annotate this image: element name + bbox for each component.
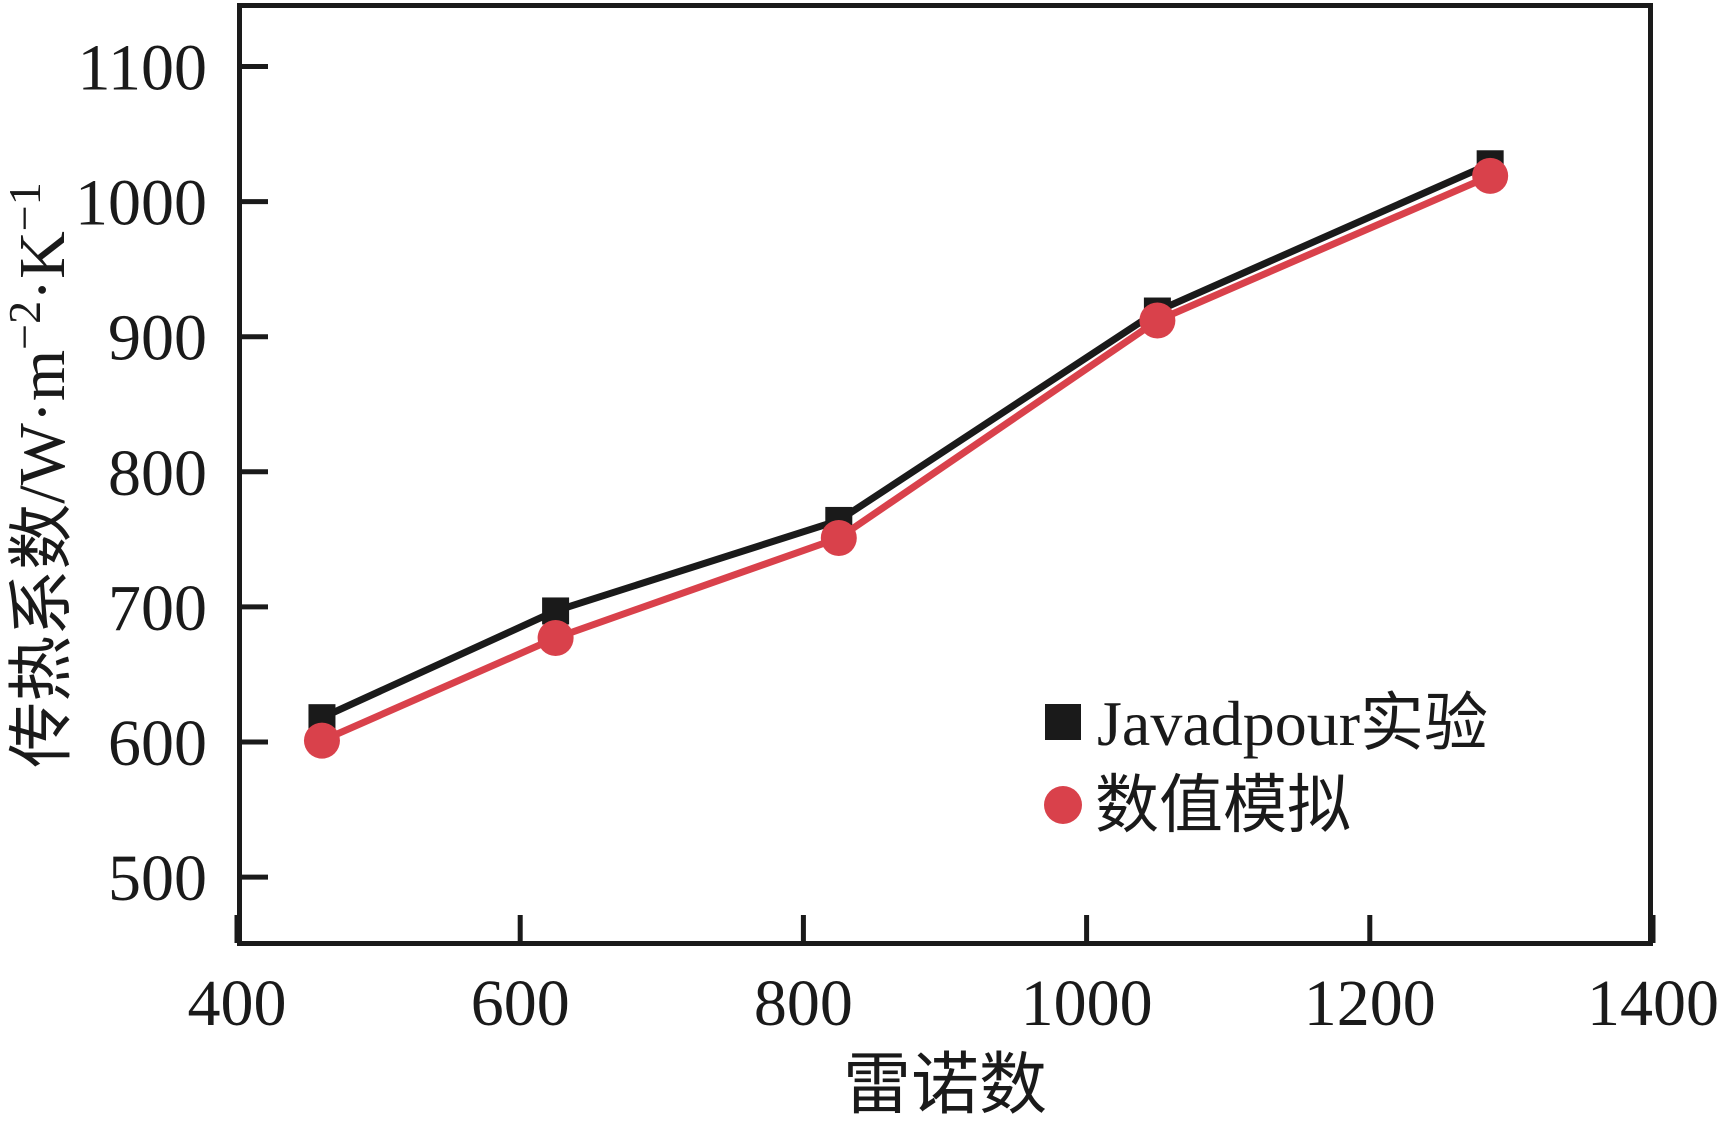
data-point-circle [1472,157,1509,194]
axis-tick-labels: 400 600 800 1000 1200 1400 500 600 700 800 900 1000… [75,31,1719,1040]
y-tick-label: 800 [108,437,207,510]
legend-marker-square [1045,704,1081,740]
legend-label-experiment: Javadpour实验 [1097,688,1488,759]
x-tick-label: 600 [471,967,570,1040]
y-tick-label: 700 [108,572,207,645]
y-axis-title-sup-m: −2 [0,301,50,350]
plot-frame [237,3,1653,946]
data-point-circle [820,519,857,556]
legend-marker-circle [1044,786,1082,824]
y-axis-title-main: 传热系数/W·m [6,350,79,768]
data-point-circle [537,619,574,656]
x-tick-label: 1400 [1587,967,1719,1040]
x-tick-label: 800 [754,967,853,1040]
data-point-circle [303,722,340,759]
data-series [303,150,1509,759]
x-tick-label: 400 [188,967,287,1040]
legend-label-simulation: 数值模拟 [1095,770,1351,841]
y-axis-title-sup-k: −1 [0,182,50,231]
legend: Javadpour实验 数值模拟 [1044,688,1488,841]
series-line-0 [320,160,1492,721]
y-axis-title: 传热系数/W·m−2·K−1 [0,182,79,768]
x-axis-title: 雷诺数 [843,1047,1047,1123]
y-tick-label: 1000 [75,167,207,240]
x-tick-label: 1000 [1021,967,1153,1040]
data-point-square [542,597,570,625]
data-point-circle [1139,302,1176,339]
y-tick-label: 600 [108,707,207,780]
x-tick-label: 1200 [1304,967,1436,1040]
y-axis-title-mid: ·K [6,231,79,301]
y-tick-label: 500 [108,842,207,915]
y-tick-label: 900 [108,302,207,375]
y-tick-label: 1100 [77,31,207,104]
series-line-1 [320,172,1492,744]
